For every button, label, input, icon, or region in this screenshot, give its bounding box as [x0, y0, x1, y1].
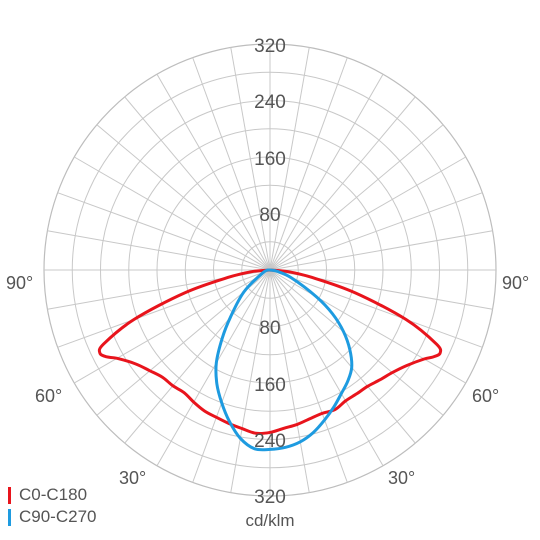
unit-label: cd/klm [245, 511, 295, 530]
grid-spoke [96, 124, 271, 271]
radial-tick-top-320: 320 [254, 36, 286, 57]
angle-label-left-60: 60° [35, 386, 62, 406]
grid-spoke [74, 269, 271, 384]
grid-spoke [192, 57, 271, 271]
grid-spoke [124, 269, 271, 444]
radial-tick-top-80: 80 [259, 205, 280, 226]
legend: C0-C180 C90-C270 [8, 484, 97, 528]
grid-spoke [269, 269, 384, 466]
grid-spoke [156, 269, 271, 466]
grid-spoke [269, 269, 348, 483]
grid-spoke [192, 269, 271, 483]
grid-spoke [230, 269, 271, 493]
grid-spoke [269, 269, 444, 416]
angle-label-left-90: 90° [6, 273, 33, 293]
grid-spoke [74, 156, 271, 271]
angle-label-right-30: 30° [388, 468, 415, 488]
legend-label: C90-C270 [19, 507, 97, 526]
angle-label-right-90: 90° [502, 273, 529, 293]
radial-tick-bottom-240: 240 [254, 431, 286, 452]
grid-spoke [57, 269, 271, 348]
grid-spoke [269, 269, 483, 348]
grid-spoke [269, 269, 466, 384]
data-curves [97, 268, 443, 452]
angle-label-right-60: 60° [472, 386, 499, 406]
grid-spoke [269, 269, 416, 444]
radial-tick-bottom-80: 80 [259, 318, 280, 339]
grid-spoke [269, 192, 483, 271]
grid-spoke [47, 230, 271, 271]
grid-spoke [230, 47, 271, 271]
legend-label: C0-C180 [19, 485, 88, 504]
grid-spoke [57, 192, 271, 271]
radial-tick-bottom-160: 160 [254, 375, 286, 396]
grid-spoke [269, 74, 384, 271]
radial-tick-top-240: 240 [254, 92, 286, 113]
radial-tick-top-160: 160 [254, 149, 286, 170]
polar-grid [43, 43, 497, 497]
series-line-c90-c270 [214, 268, 354, 452]
grid-spoke [269, 156, 466, 271]
legend-item-c0-c180: C0-C180 [8, 484, 97, 506]
grid-spoke [269, 96, 416, 271]
legend-swatch-red [8, 486, 11, 504]
grid-spoke [124, 96, 271, 271]
legend-item-c90-c270: C90-C270 [8, 506, 97, 528]
grid-spoke [269, 269, 310, 493]
grid-spoke [269, 57, 348, 271]
angle-label-left-30: 30° [119, 468, 146, 488]
grid-spoke [269, 124, 444, 271]
grid-spoke [269, 230, 493, 271]
grid-spoke [269, 47, 310, 271]
radial-tick-bottom-320: 320 [254, 487, 286, 508]
legend-swatch-blue [8, 508, 11, 526]
series-line-c0-c180 [97, 268, 443, 435]
grid-spoke [156, 74, 271, 271]
